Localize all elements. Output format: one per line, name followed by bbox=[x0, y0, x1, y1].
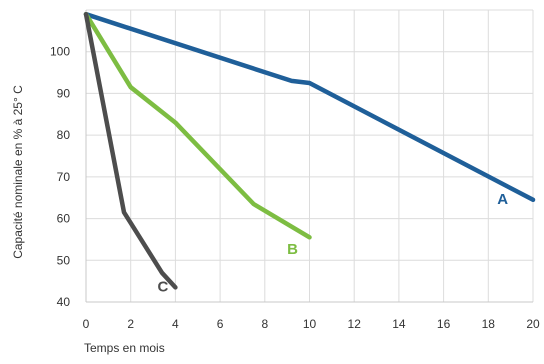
x-tick-label: 20 bbox=[526, 317, 540, 331]
x-tick-label: 0 bbox=[83, 317, 90, 331]
y-tick-label: 90 bbox=[57, 86, 71, 100]
x-tick-label: 10 bbox=[303, 317, 317, 331]
y-tick-label: 80 bbox=[57, 128, 71, 142]
series-line-c bbox=[83, 11, 178, 290]
y-axis-title: Capacité nominale en % à 25° C bbox=[11, 85, 25, 259]
y-tick-label: 100 bbox=[50, 45, 70, 59]
series-labels: A B C bbox=[158, 191, 509, 296]
x-tick-label: 12 bbox=[348, 317, 362, 331]
series-line-b bbox=[83, 11, 312, 240]
x-tick-label: 4 bbox=[172, 317, 179, 331]
series-lines bbox=[83, 11, 536, 290]
x-tick-label: 6 bbox=[217, 317, 224, 331]
y-tick-label: 70 bbox=[57, 170, 71, 184]
series-label-a: A bbox=[497, 191, 508, 208]
x-tick-label: 14 bbox=[392, 317, 406, 331]
x-axis-title: Temps en mois bbox=[84, 341, 165, 355]
y-tick-label: 60 bbox=[57, 212, 71, 226]
x-tick-label: 16 bbox=[437, 317, 451, 331]
y-tick-label: 50 bbox=[57, 253, 71, 267]
x-tick-label: 18 bbox=[482, 317, 496, 331]
series-line-a bbox=[83, 11, 536, 203]
y-tick-label: 40 bbox=[57, 295, 71, 309]
x-tick-label: 8 bbox=[261, 317, 268, 331]
series-label-c: C bbox=[158, 279, 169, 296]
x-tick-label: 2 bbox=[127, 317, 134, 331]
axes: 0 2 4 6 8 10 12 14 16 18 20 40 50 60 70 80 90 100 bbox=[50, 10, 540, 331]
series-label-b: B bbox=[287, 241, 298, 258]
